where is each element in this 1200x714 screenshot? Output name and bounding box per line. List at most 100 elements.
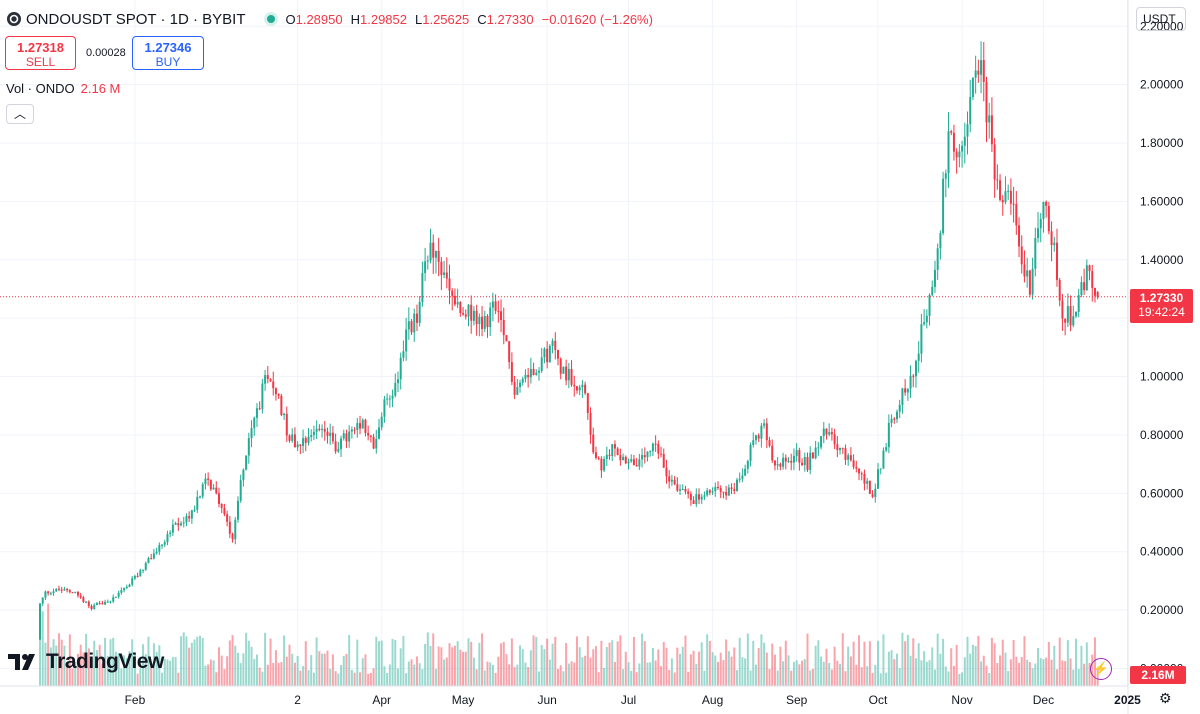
candle-body xyxy=(114,596,117,598)
volume-bar xyxy=(942,638,945,686)
volume-bar xyxy=(418,663,421,686)
volume-bar xyxy=(855,664,858,686)
candle-body xyxy=(868,480,871,494)
volume-bar xyxy=(920,660,923,686)
volume-bar xyxy=(516,664,519,686)
candle-body xyxy=(117,592,120,597)
volume-bar xyxy=(839,663,842,686)
candle-body xyxy=(849,455,852,461)
volume-bar xyxy=(787,655,790,686)
candle-body xyxy=(538,370,541,373)
lightning-icon[interactable]: ⚡ xyxy=(1090,658,1112,680)
collapse-button[interactable]: ︿ xyxy=(6,104,34,124)
volume-bar xyxy=(575,636,578,686)
candle-body xyxy=(432,242,435,258)
volume-bar xyxy=(822,661,825,686)
volume-bar xyxy=(703,670,706,686)
candle-body xyxy=(163,542,166,545)
low-value: L1.25625 xyxy=(415,11,470,27)
gear-icon[interactable]: ⚙ xyxy=(1159,690,1172,706)
candle-body xyxy=(966,124,969,137)
candle-body xyxy=(1093,287,1096,296)
candle-body xyxy=(310,435,313,438)
volume-bar xyxy=(578,647,581,686)
candle-body xyxy=(578,387,581,391)
volume-bar xyxy=(993,643,996,686)
symbol-title[interactable]: ONDOUSDT SPOT · 1D · BYBIT xyxy=(26,10,246,28)
volume-bar xyxy=(285,656,288,686)
volume-bar xyxy=(660,666,663,686)
candle-body xyxy=(255,408,258,418)
volume-bar xyxy=(196,636,199,686)
volume-bar xyxy=(836,660,839,686)
candle-body xyxy=(1018,225,1021,247)
candle-body xyxy=(920,324,923,354)
candle-body xyxy=(453,295,456,305)
candle-body xyxy=(616,448,619,456)
volume-bar xyxy=(1042,659,1045,686)
volume-bar xyxy=(773,654,776,686)
tradingview-logo[interactable]: TradingView xyxy=(8,650,164,674)
candle-body xyxy=(49,593,52,595)
sell-button[interactable]: 1.27318 SELL xyxy=(5,36,76,70)
candle-body xyxy=(472,310,475,321)
volume-bar xyxy=(830,669,833,686)
volume-bar xyxy=(459,649,462,686)
volume-bar xyxy=(592,649,595,686)
volume-bar xyxy=(1009,659,1012,686)
volume-bar xyxy=(486,661,489,686)
candle-body xyxy=(711,491,714,493)
candle-body xyxy=(93,604,96,609)
volume-bar xyxy=(562,671,565,686)
candle-body xyxy=(784,457,787,462)
volume-bar xyxy=(616,641,619,686)
candle-body xyxy=(622,456,625,461)
volume-bar xyxy=(950,648,953,686)
candle-body xyxy=(239,480,242,501)
candle-body xyxy=(418,302,421,323)
volume-bar xyxy=(472,657,475,686)
candle-body xyxy=(481,316,484,329)
buy-button[interactable]: 1.27346 BUY xyxy=(132,36,204,70)
candle-body xyxy=(817,447,820,449)
candle-body xyxy=(603,458,606,471)
candle-body xyxy=(1047,205,1050,232)
candle-body xyxy=(589,413,592,435)
volume-bar xyxy=(63,645,66,686)
volume-bar xyxy=(944,666,947,686)
candle-body xyxy=(535,372,538,375)
candle-body xyxy=(763,423,766,426)
candle-body xyxy=(608,454,611,456)
volume-bar xyxy=(792,661,795,686)
candle-body xyxy=(402,351,405,358)
volume-bar xyxy=(771,643,774,686)
candle-body xyxy=(1045,201,1048,206)
volume-bar xyxy=(803,659,806,686)
candle-body xyxy=(727,487,730,496)
volume-bar xyxy=(372,668,375,686)
candle-body xyxy=(188,516,191,519)
volume-bar xyxy=(185,636,188,686)
volume-bar xyxy=(79,644,82,686)
volume-bar xyxy=(996,663,999,686)
volume-bar xyxy=(603,667,606,686)
candle-body xyxy=(491,301,494,308)
price-tick-label: 0.40000 xyxy=(1140,545,1184,559)
volume-bar xyxy=(581,657,584,686)
volume-bar xyxy=(174,657,177,686)
candle-body xyxy=(478,316,481,325)
candle-body xyxy=(776,464,779,466)
candle-body xyxy=(874,488,877,497)
volume-bar xyxy=(524,662,527,686)
change-value: −0.01620 (−1.26%) xyxy=(541,11,653,27)
currency-selector[interactable]: USDT xyxy=(1136,7,1186,31)
volume-bar xyxy=(817,640,820,686)
candle-body xyxy=(245,455,248,470)
candle-body xyxy=(961,145,964,152)
candle-body xyxy=(993,144,996,180)
close-value: C1.27330 xyxy=(477,11,534,27)
candle-body xyxy=(429,242,432,261)
volume-bar xyxy=(255,654,258,686)
volume-bar xyxy=(1083,663,1086,686)
